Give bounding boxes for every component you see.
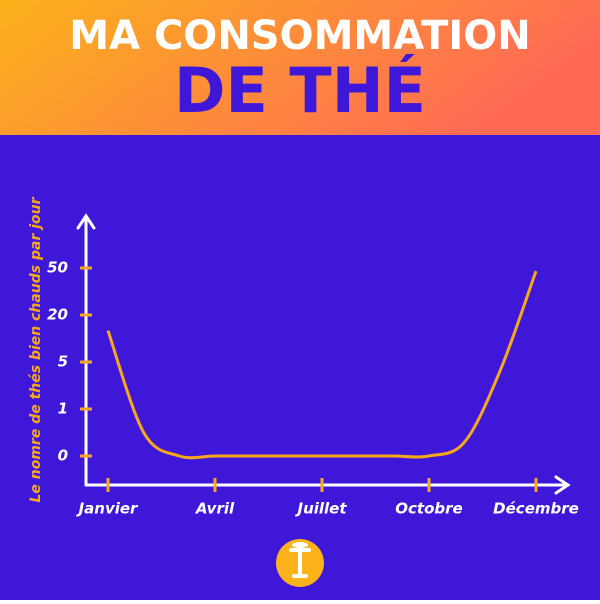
y-tick-label: 1	[58, 400, 68, 418]
tea-curve	[106, 270, 538, 460]
y-tick-label: 0	[58, 447, 68, 465]
x-tick-label: Janvier	[76, 500, 139, 518]
title-line2: DE THÉ	[174, 54, 426, 127]
y-tick-label: 5	[58, 353, 68, 371]
y-axis-label: Le nomre de thés bien chauds par jour	[28, 196, 44, 502]
x-tick-label: Octobre	[395, 500, 462, 518]
x-tick-label: Avril	[195, 500, 235, 518]
y-tick-label: 50	[47, 259, 68, 277]
y-tick-label: 20	[47, 306, 68, 324]
logo	[276, 539, 324, 587]
axes	[76, 213, 571, 495]
x-tick-label: Juillet	[294, 500, 347, 518]
x-tick-label: Décembre	[493, 500, 579, 518]
header	[0, 0, 600, 135]
title-line1: MA CONSOMMATION	[69, 13, 530, 59]
